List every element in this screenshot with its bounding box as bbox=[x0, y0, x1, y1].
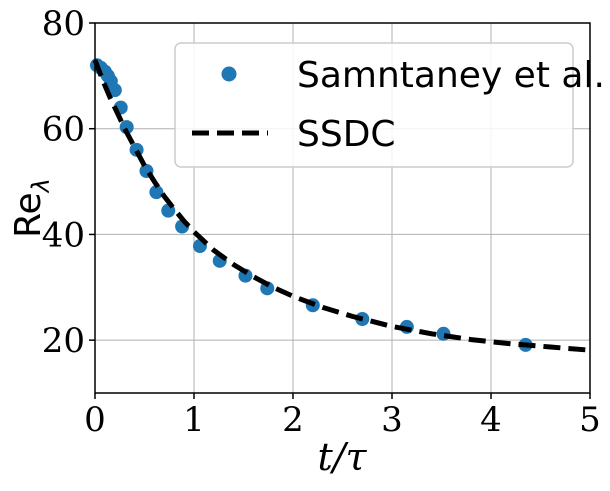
x-tick-label: 5 bbox=[579, 400, 601, 440]
svg-text:Reλ: Reλ bbox=[8, 178, 55, 238]
y-axis-label-subscript: λ bbox=[27, 178, 55, 194]
legend-marker-samntaney bbox=[221, 66, 237, 82]
y-tick-label: 40 bbox=[42, 215, 85, 255]
x-axis-label: t/τ bbox=[317, 435, 367, 479]
x-tick-label: 1 bbox=[183, 400, 205, 440]
x-tick-label: 3 bbox=[381, 400, 403, 440]
y-tick-label: 20 bbox=[42, 321, 85, 361]
x-tick-label: 4 bbox=[480, 400, 502, 440]
y-tick-label: 60 bbox=[42, 110, 85, 150]
plot-area bbox=[89, 58, 591, 353]
data-point bbox=[149, 185, 164, 200]
legend-label-ssdc: SSDC bbox=[297, 114, 396, 155]
legend-frame bbox=[174, 42, 574, 168]
y-axis-label: Reλ bbox=[8, 178, 55, 238]
y-axis-label-main: Re bbox=[8, 192, 49, 238]
y-tick-label: 80 bbox=[42, 4, 85, 44]
series-line-ssdc bbox=[92, 59, 591, 353]
legend-label-samntaney: Samntaney et al. bbox=[297, 55, 605, 96]
x-tick-label: 0 bbox=[84, 400, 106, 440]
legend: Samntaney et al. SSDC bbox=[174, 42, 605, 168]
axes-frame bbox=[94, 22, 591, 394]
x-tick-label: 2 bbox=[282, 400, 304, 440]
ticks: 0 1 2 3 4 5 20 40 60 80 bbox=[42, 4, 601, 440]
data-point bbox=[107, 83, 122, 98]
